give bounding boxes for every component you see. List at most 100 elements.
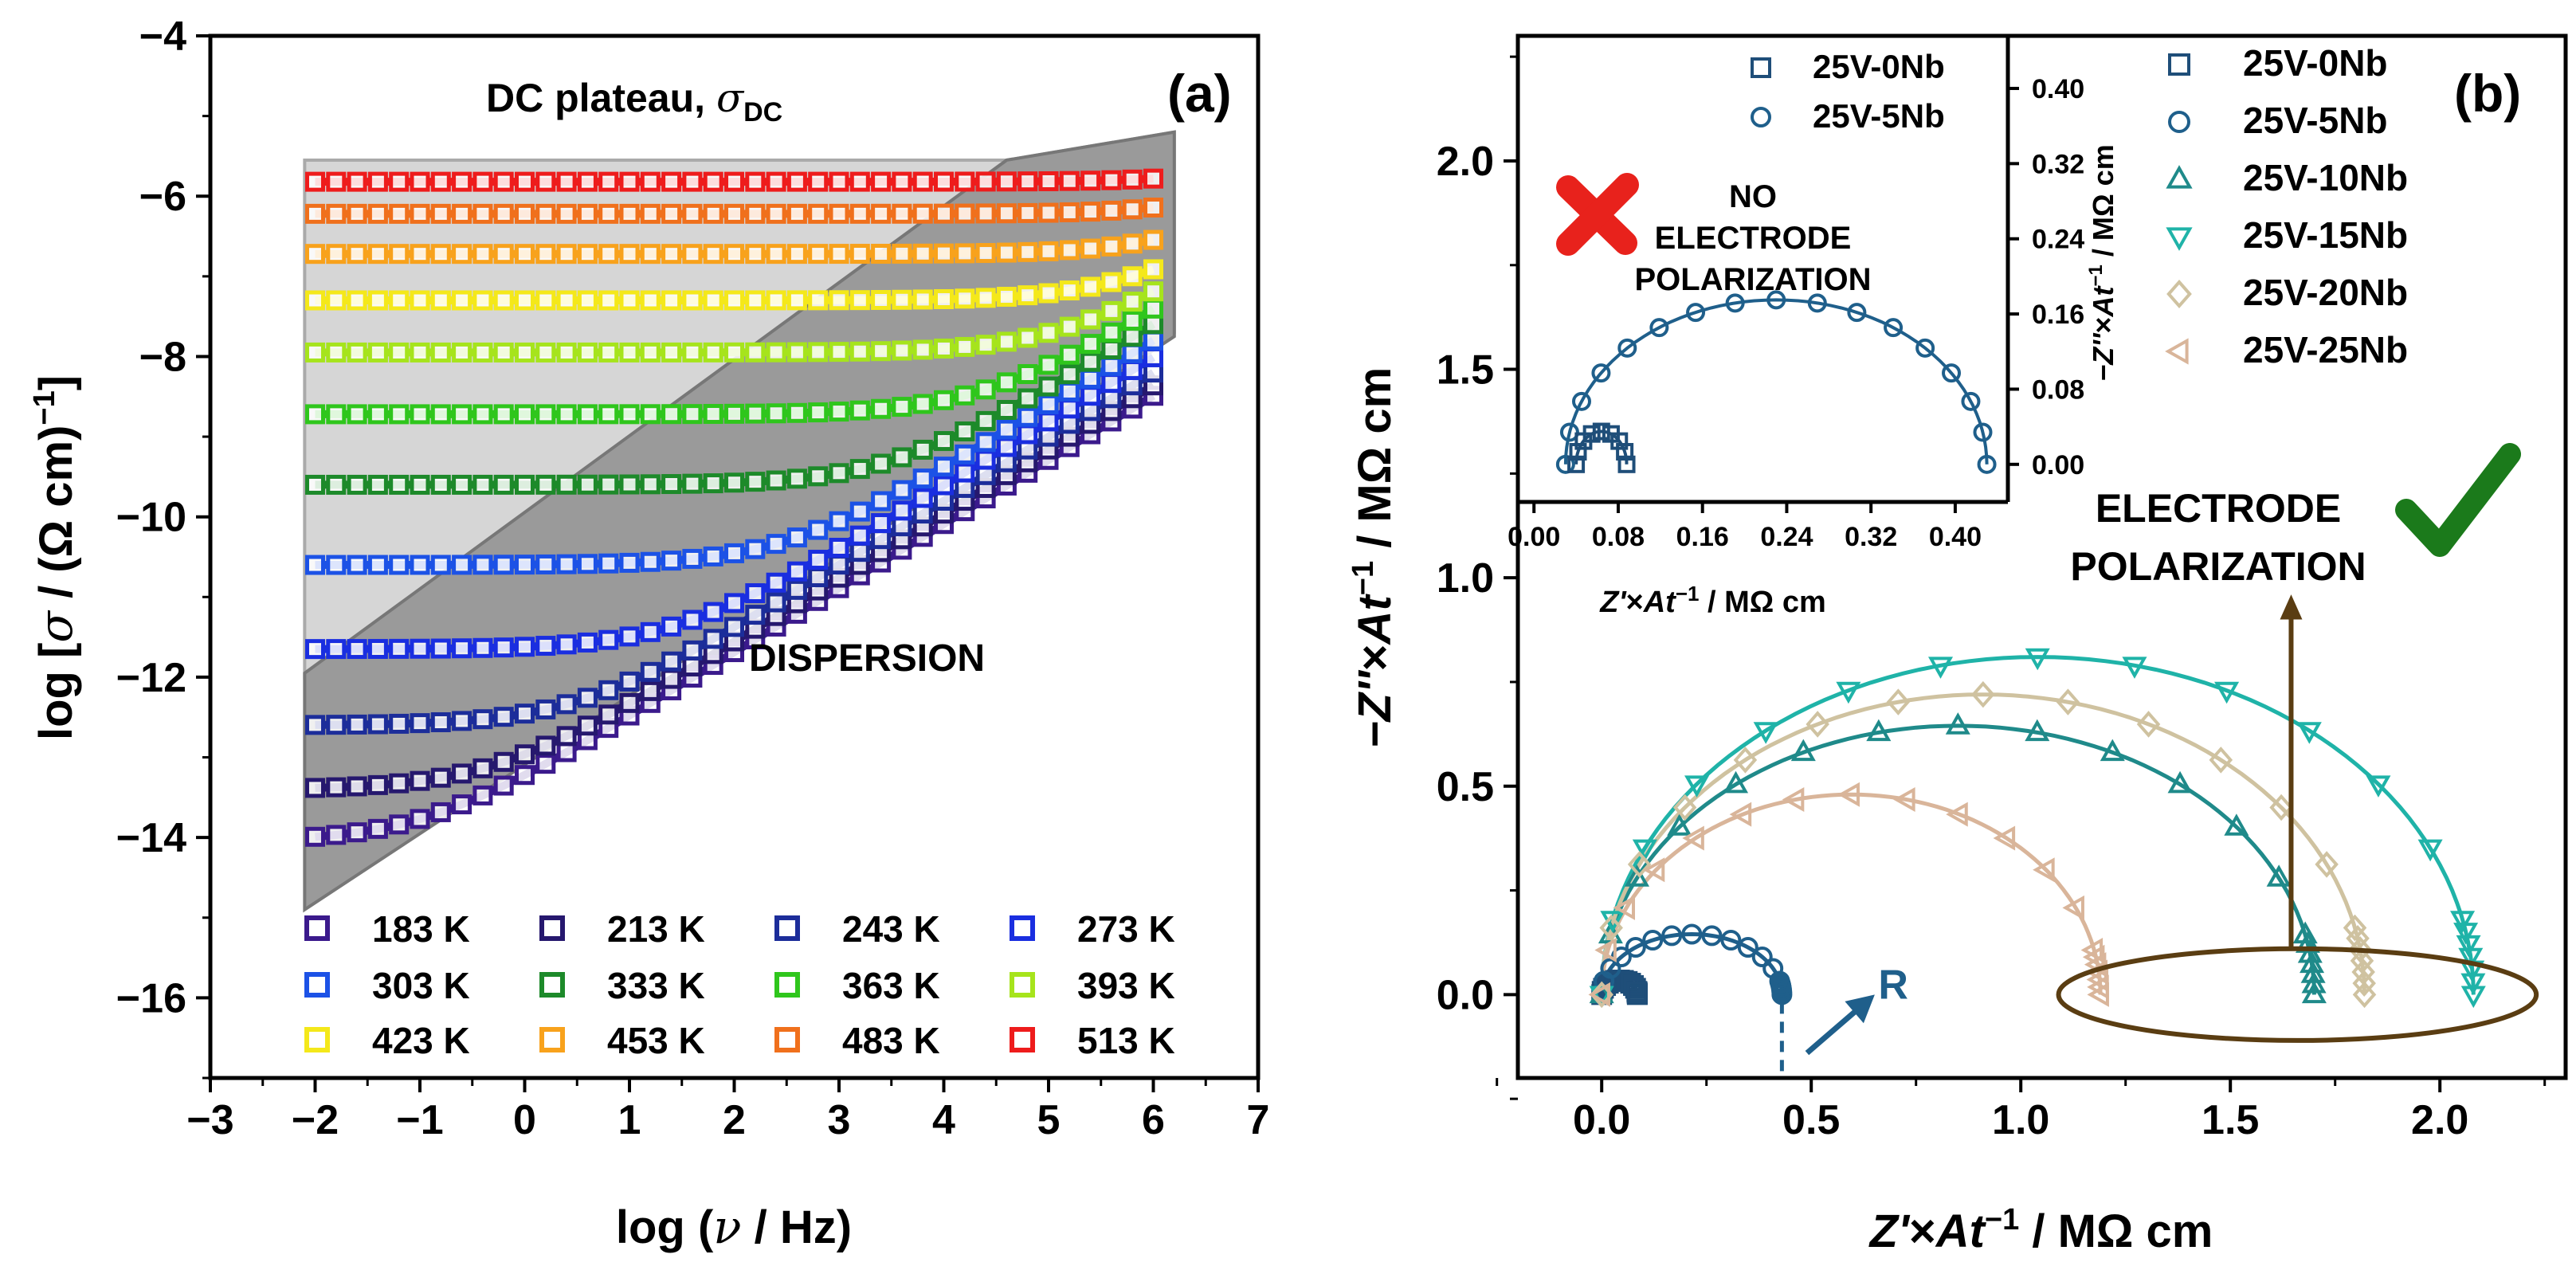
inset-point-25V-0Nb	[1567, 455, 1586, 473]
legend-label: 393 K	[1077, 965, 1175, 1006]
point-333K	[326, 474, 347, 495]
point-243K	[912, 504, 933, 524]
point-183K	[430, 802, 451, 822]
point-273K	[305, 639, 325, 660]
legend-marker	[1010, 915, 1035, 941]
point-393K	[829, 342, 849, 363]
inset-y-tick-label: 0.00	[2032, 450, 2084, 480]
point-273K	[556, 634, 577, 655]
inset-data-points	[1555, 290, 1997, 474]
point-453K	[577, 244, 598, 265]
point-363K	[912, 394, 933, 414]
legend-label: 333 K	[607, 965, 705, 1006]
point-393K	[410, 342, 430, 363]
inset-point-25V-5Nb	[1884, 318, 1904, 338]
point-453K	[724, 244, 744, 265]
inset-point-25V-5Nb	[1807, 293, 1827, 313]
point-273K	[619, 626, 640, 647]
point-25V-15Nb	[1684, 775, 1710, 798]
point-453K	[556, 244, 577, 265]
point-513K	[682, 171, 703, 192]
point-333K	[305, 474, 325, 495]
point-243K	[682, 640, 703, 660]
point-183K	[410, 809, 430, 829]
x-tick-label: 4	[932, 1097, 955, 1143]
point-243K	[577, 688, 598, 708]
point-363K	[724, 403, 744, 424]
point-243K	[305, 715, 325, 735]
point-363K	[326, 404, 347, 425]
point-273K	[640, 621, 661, 642]
point-393K	[745, 342, 766, 363]
point-453K	[1101, 236, 1122, 257]
point-333K	[682, 473, 703, 494]
legend-marker	[2166, 227, 2193, 251]
point-303K	[389, 555, 410, 575]
point-513K	[934, 171, 954, 192]
point-453K	[682, 244, 703, 265]
point-25V-20Nb	[2136, 711, 2161, 738]
point-453K	[808, 244, 829, 265]
point-273K	[892, 500, 912, 521]
point-423K	[745, 290, 766, 311]
point-303K	[745, 539, 766, 559]
point-423K	[326, 290, 347, 311]
point-423K	[1038, 283, 1059, 304]
point-243K	[892, 516, 912, 537]
point-273K	[871, 513, 892, 534]
point-303K	[347, 555, 367, 575]
legend-marker	[774, 915, 800, 941]
point-25V-20Nb	[1599, 914, 1623, 942]
legend-marker	[304, 972, 330, 998]
legend-marker	[1010, 972, 1035, 998]
point-273K	[347, 639, 367, 660]
point-453K	[996, 242, 1017, 263]
point-483K	[640, 203, 661, 224]
point-25V-5Nb	[1701, 925, 1723, 947]
point-25V-15Nb	[2122, 657, 2147, 679]
point-25V-0Nb	[1626, 981, 1648, 1002]
x-ticks-a: −3 −2 −1 0 1 2 3 4 5 6 7	[186, 1078, 1269, 1143]
point-25V-10Nb	[2266, 864, 2292, 887]
point-363K	[871, 398, 892, 419]
point-453K	[1143, 229, 1163, 250]
inset-point-25V-5Nb	[1847, 303, 1867, 323]
point-393K	[871, 341, 892, 362]
point-303K	[1038, 394, 1059, 414]
point-453K	[326, 244, 347, 265]
y-tick-label: 1.5	[1437, 347, 1494, 394]
point-183K	[326, 825, 347, 845]
point-303K	[556, 554, 577, 574]
point-303K	[829, 511, 849, 531]
y-tick-label: 1.0	[1437, 555, 1494, 602]
point-423K	[849, 290, 870, 311]
point-303K	[515, 555, 535, 575]
legend-marker	[1010, 1027, 1035, 1052]
point-25V-25Nb	[1837, 782, 1860, 807]
point-483K	[305, 203, 325, 224]
point-423K	[1122, 266, 1143, 287]
point-25V-15Nb	[2296, 722, 2322, 744]
point-333K	[703, 473, 723, 494]
point-393K	[493, 342, 514, 363]
x-tick-label: 6	[1142, 1097, 1165, 1143]
x-tick-label: 2	[723, 1097, 746, 1143]
point-25V-15Nb	[2460, 986, 2486, 1009]
point-393K	[1038, 323, 1059, 343]
point-25V-5Nb	[1720, 930, 1742, 951]
point-453K	[1080, 238, 1101, 259]
point-453K	[619, 244, 640, 265]
point-333K	[996, 399, 1017, 420]
point-303K	[849, 501, 870, 522]
point-423K	[1143, 259, 1163, 280]
point-423K	[975, 288, 996, 308]
point-333K	[493, 474, 514, 495]
inset-y-tick-label: 0.40	[2032, 74, 2084, 104]
legend-marker	[304, 1027, 330, 1052]
point-25V-20Nb	[2352, 970, 2376, 997]
point-453K	[975, 243, 996, 264]
point-453K	[745, 244, 766, 265]
inset-point-25V-5Nb	[1555, 454, 1575, 474]
point-25V-15Nb	[1927, 657, 1954, 679]
legend-item: 303 K	[304, 965, 470, 1006]
